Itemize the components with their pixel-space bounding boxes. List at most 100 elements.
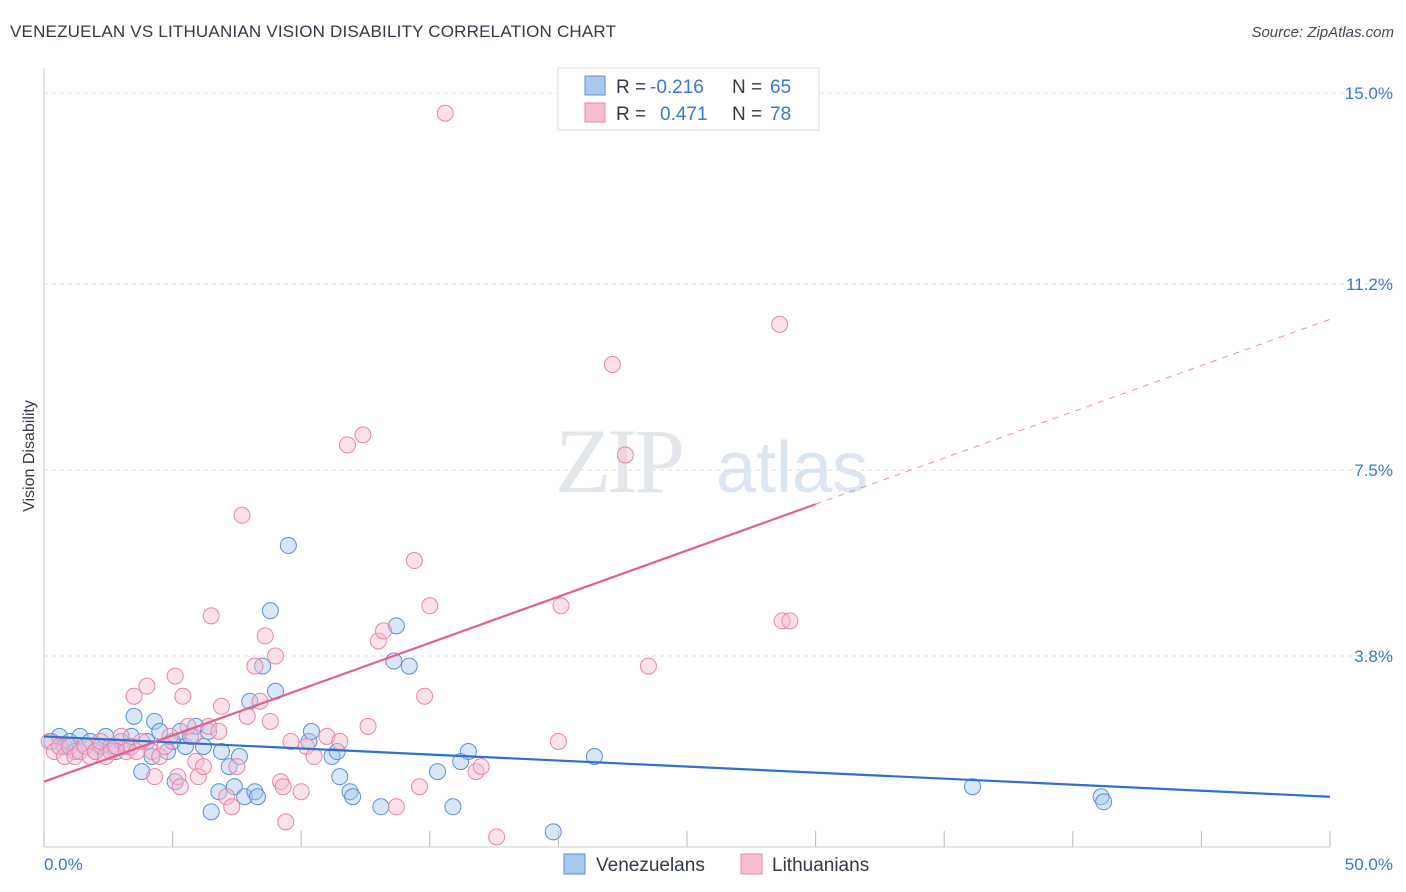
lithuanians-point-68: [436, 104, 454, 122]
lithuanians-point-71: [488, 828, 506, 846]
trend-line-1-dashed: [815, 318, 1331, 505]
watermark-zip: ZIP: [555, 410, 682, 512]
y-tick-label-1: 7.5%: [1354, 461, 1393, 480]
legend-r-value-1: -0.216: [650, 77, 704, 98]
lithuanians-point-41: [228, 758, 246, 776]
venezuelans-points: [43, 536, 1113, 841]
legend-r-value-2: 0.471: [660, 104, 708, 125]
lithuanians-point-70: [472, 758, 490, 776]
bottom-legend-swatch-lithuanians: [740, 853, 763, 875]
venezuelans-point-40: [248, 788, 266, 806]
lithuanians-point-27: [169, 768, 187, 786]
lithuanians-point-23: [151, 748, 169, 766]
venezuelans-point-5: [71, 727, 89, 745]
venezuelans-point-49: [331, 768, 349, 786]
venezuelans-point-61: [585, 748, 603, 766]
venezuelans-point-50: [341, 783, 359, 801]
lithuanians-point-37: [210, 722, 228, 740]
source-label: Source: ZipAtlas.com: [1251, 24, 1394, 41]
legend-swatch-venezuelans: [584, 75, 606, 96]
lithuanians-point-39: [218, 788, 236, 806]
lithuanians-point-65: [411, 778, 429, 796]
venezuelans-point-64: [1095, 793, 1113, 811]
y-tick-labels: 3.8% 7.5% 11.2% 15.0%: [1345, 84, 1393, 666]
grid-lines: [44, 92, 1393, 657]
venezuelans-point-16: [125, 707, 143, 725]
legend-swatch-lithuanians: [584, 102, 606, 123]
venezuelans-point-31: [202, 803, 220, 821]
venezuelans-point-20: [146, 712, 164, 730]
lithuanians-point-44: [246, 657, 264, 675]
venezuelans-point-54: [387, 617, 405, 635]
venezuelans-point-51: [344, 788, 362, 806]
lithuanians-point-50: [274, 778, 292, 796]
venezuelans-point-42: [261, 602, 279, 620]
bottom-legend-label-lithuanians: Lithuanians: [772, 855, 869, 876]
lithuanians-point-22: [146, 768, 164, 786]
lithuanians-point-3: [56, 748, 74, 766]
y-tick-label-0: 3.8%: [1354, 647, 1393, 666]
venezuelans-point-24: [166, 773, 184, 791]
lithuanians-point-2: [50, 737, 68, 755]
y-tick-label-2: 11.2%: [1346, 275, 1393, 294]
venezuelans-point-55: [400, 657, 418, 675]
lithuanians-point-51: [277, 813, 295, 831]
lithuanians-point-77: [771, 315, 789, 333]
venezuelans-point-57: [444, 798, 462, 816]
lithuanians-points: [40, 104, 799, 846]
stats-legend: R = -0.216 N = 65 R = 0.471 N = 78: [557, 67, 820, 131]
lithuanians-point-17: [125, 687, 143, 705]
series-legend: Venezuelans Lithuanians: [563, 853, 869, 876]
legend-r-label-2: R =: [616, 104, 646, 125]
y-tick-label-3: 15.0%: [1345, 84, 1393, 103]
lithuanians-point-13: [107, 737, 125, 755]
legend-n-value-2: 78: [770, 104, 791, 125]
y-axis-label: Vision Disability: [21, 400, 38, 512]
lithuanians-point-60: [359, 717, 377, 735]
lithuanians-point-62: [375, 622, 393, 640]
venezuelans-point-12: [107, 743, 125, 761]
lithuanians-point-76: [639, 657, 657, 675]
lithuanians-point-29: [174, 687, 192, 705]
venezuelans-point-62: [963, 778, 981, 796]
trend-line-1-solid: [43, 503, 816, 783]
lithuanians-point-42: [233, 506, 251, 524]
bottom-legend-label-venezuelans: Venezuelans: [596, 855, 705, 876]
lithuanians-point-79: [781, 612, 799, 630]
watermark-atlas: atlas: [716, 428, 868, 508]
venezuelans-point-39: [246, 783, 264, 801]
lithuanians-point-49: [272, 773, 290, 791]
chart-title: VENEZUELAN VS LITHUANIAN VISION DISABILI…: [10, 22, 617, 41]
venezuelans-point-4: [66, 743, 84, 761]
lithuanians-point-53: [292, 783, 310, 801]
venezuelans-point-29: [194, 737, 212, 755]
lithuanians-point-67: [421, 597, 439, 615]
trend-lines: [43, 318, 1331, 798]
lithuanians-point-1: [45, 743, 63, 761]
x-tick-label-max: 50.0%: [1345, 855, 1393, 874]
legend-r-label-1: R =: [616, 77, 646, 98]
lithuanians-point-10: [92, 732, 110, 750]
lithuanians-point-73: [552, 597, 570, 615]
lithuanians-point-26: [166, 667, 184, 685]
venezuelans-point-36: [230, 748, 248, 766]
legend-n-value-1: 65: [770, 77, 791, 98]
venezuelans-point-56: [429, 763, 447, 781]
x-tick-label-min: 0.0%: [44, 855, 83, 874]
venezuelans-point-47: [323, 748, 341, 766]
lithuanians-point-66: [416, 687, 434, 705]
lithuanians-point-20: [138, 677, 156, 695]
venezuelans-point-33: [212, 743, 230, 761]
lithuanians-point-64: [405, 552, 423, 570]
x-tick-marks: [43, 831, 1331, 847]
legend-n-label-2: N =: [732, 104, 762, 125]
lithuanians-point-59: [354, 426, 372, 444]
lithuanians-point-40: [223, 798, 241, 816]
lithuanians-point-63: [387, 798, 405, 816]
lithuanians-point-36: [202, 607, 220, 625]
lithuanians-point-38: [212, 697, 230, 715]
venezuelans-point-60: [544, 823, 562, 841]
trend-line-0: [43, 735, 1331, 798]
lithuanians-point-28: [171, 778, 189, 796]
